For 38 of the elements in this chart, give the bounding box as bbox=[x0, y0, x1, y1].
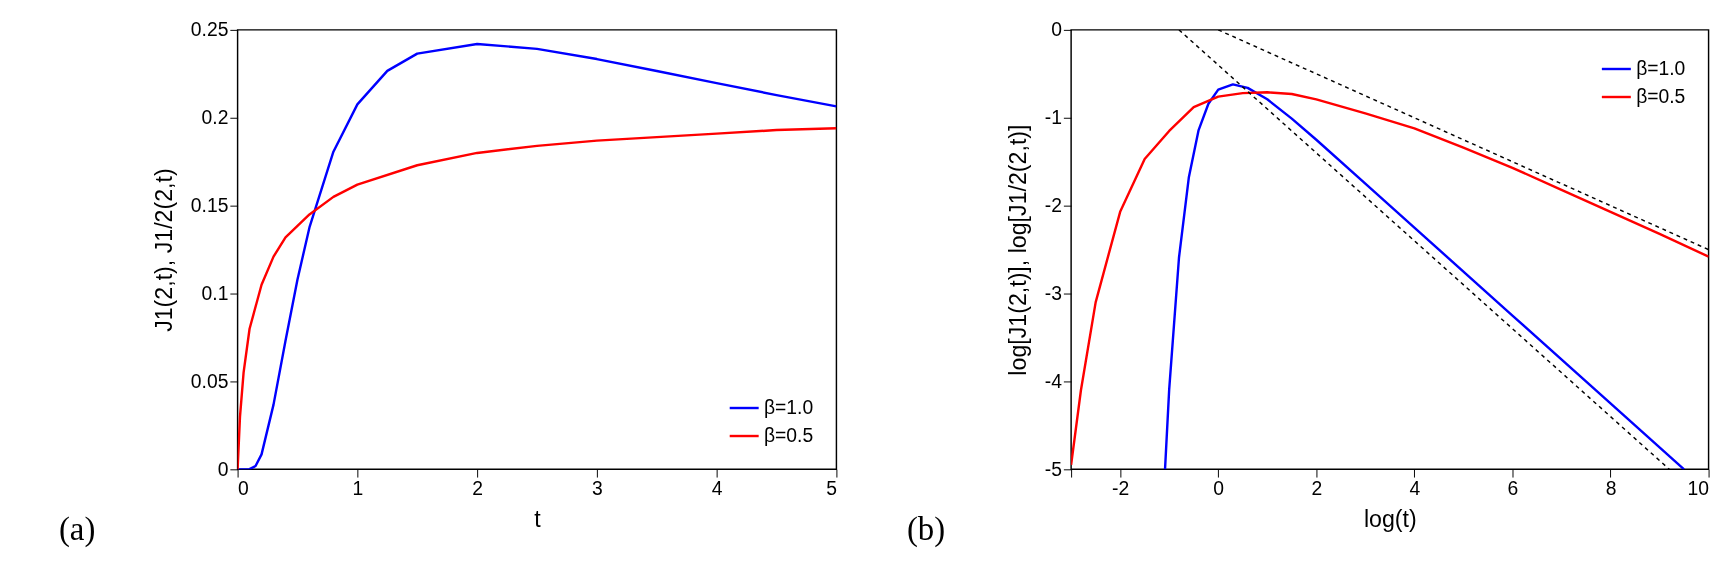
line-series bbox=[237, 42, 837, 470]
y-tick-label: -2 bbox=[1044, 194, 1062, 216]
y-tick-label: 0 bbox=[217, 458, 229, 480]
x-tick-label: 4 bbox=[1409, 477, 1421, 499]
y-tick-label: 0.2 bbox=[201, 107, 229, 129]
x-tick-label: 0 bbox=[1213, 477, 1225, 499]
x-tick-label: 1 bbox=[352, 477, 364, 499]
x-tick-label: -2 bbox=[1112, 477, 1130, 499]
text: (a) bbox=[58, 510, 96, 548]
y-tick-label: -1 bbox=[1044, 107, 1062, 129]
x-tick-label: 3 bbox=[592, 477, 603, 499]
y-tick-label: 0.05 bbox=[190, 370, 229, 392]
x-tick-label: 8 bbox=[1605, 477, 1617, 499]
legend-label: β=0.5 bbox=[763, 424, 814, 446]
text: (b) bbox=[906, 510, 946, 548]
legend-label: β=1.0 bbox=[763, 396, 814, 418]
x-tick-label: 2 bbox=[1311, 477, 1323, 499]
legend-label: β=0.5 bbox=[1636, 85, 1686, 107]
line-series bbox=[237, 127, 837, 470]
x-tick-label: 10 bbox=[1687, 477, 1710, 499]
x-axis-title: log(t) bbox=[1363, 505, 1417, 532]
legend-label: β=1.0 bbox=[1636, 57, 1686, 79]
x-tick-label: 2 bbox=[472, 477, 483, 499]
x-tick-label: 0 bbox=[238, 477, 249, 499]
y-tick-label: 0.1 bbox=[201, 282, 229, 304]
y-axis-title: J1(2,t), J1/2(2,t) bbox=[151, 168, 178, 332]
x-axis-title: t bbox=[534, 505, 542, 532]
x-tick-label: 4 bbox=[711, 477, 723, 499]
y-tick-label: -4 bbox=[1044, 370, 1063, 392]
y-tick-label: 0 bbox=[1051, 19, 1062, 41]
y-tick-label: 0.15 bbox=[190, 194, 229, 216]
y-tick-label: -3 bbox=[1044, 282, 1062, 304]
y-tick-label: 0.25 bbox=[190, 19, 229, 41]
x-tick-label: 5 bbox=[826, 477, 837, 499]
line-series bbox=[1163, 83, 1686, 470]
y-tick-label: -5 bbox=[1044, 458, 1062, 480]
y-axis-title: log[J1(2,t)], log[J1/2(2,t)] bbox=[1005, 124, 1032, 376]
x-tick-label: 6 bbox=[1507, 477, 1519, 499]
